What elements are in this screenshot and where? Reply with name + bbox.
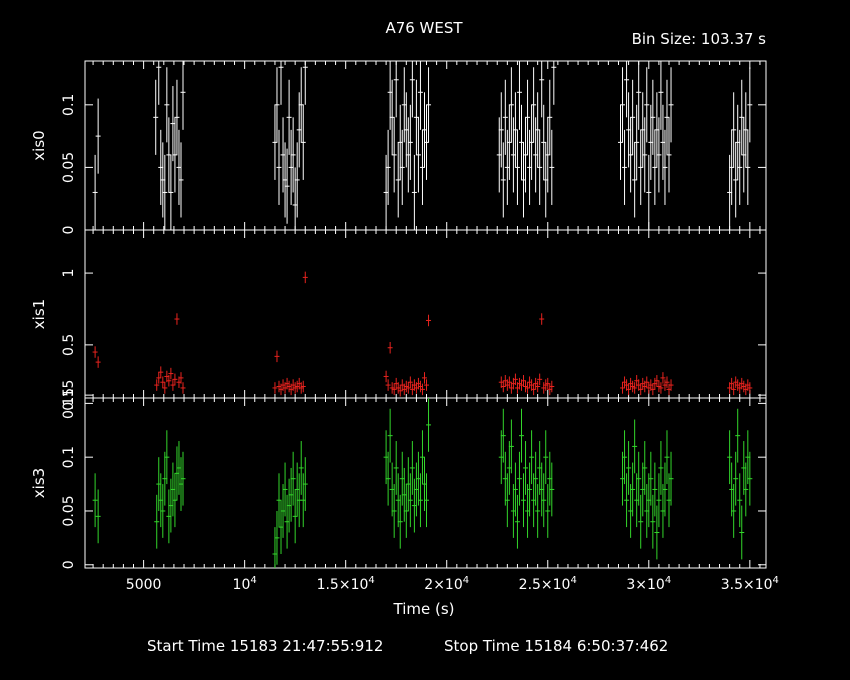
- x-axis-label: Time (s): [393, 600, 455, 618]
- xis1-frame: [84, 229, 767, 399]
- xis1-ytick-label: 0.15: [61, 380, 77, 411]
- xis3-ytick-label: 0.05: [61, 495, 77, 526]
- xis3-ytick-label: 0.1: [61, 446, 77, 468]
- xis0-frame: [84, 60, 767, 231]
- xis3-ytick-label: 0.15: [61, 388, 77, 419]
- xis0-ytick-label: 0.05: [61, 152, 77, 183]
- xis3-frame: [84, 397, 767, 569]
- xis3-y-label: xis3: [30, 468, 48, 498]
- xis1-ytick-label: 0.5: [61, 334, 77, 356]
- xis0-ytick-label: 0: [61, 226, 77, 235]
- xis1-y-label: xis1: [30, 299, 48, 329]
- x-tick-label: 2.5×104: [519, 575, 577, 593]
- xis0-y-label: xis0: [30, 130, 48, 160]
- chart-title: A76 WEST: [385, 19, 463, 37]
- x-tick-label: 104: [233, 575, 257, 593]
- xis3-ytick-label: 0: [61, 560, 77, 569]
- x-tick-label: 1.5×104: [317, 575, 375, 593]
- x-tick-label: 2×104: [424, 575, 469, 593]
- stop-time-label: Stop Time 15184 6:50:37:462: [444, 637, 668, 655]
- x-tick-label: 3×104: [626, 575, 671, 593]
- x-tick-label: 5000: [126, 577, 162, 593]
- xis1-ytick-label: 1: [61, 269, 77, 278]
- plot-area: 0 0.05 0.1 xis0 0.15 0.5 1 xis1 0 0.05 0.1 0.15 xis3…: [30, 60, 779, 593]
- bin-size-label: Bin Size: 103.37 s: [632, 30, 767, 48]
- start-time-label: Start Time 15183 21:47:55:912: [147, 637, 383, 655]
- x-tick-label: 3.5×104: [721, 575, 779, 593]
- xis0-ytick-label: 0.1: [61, 94, 77, 116]
